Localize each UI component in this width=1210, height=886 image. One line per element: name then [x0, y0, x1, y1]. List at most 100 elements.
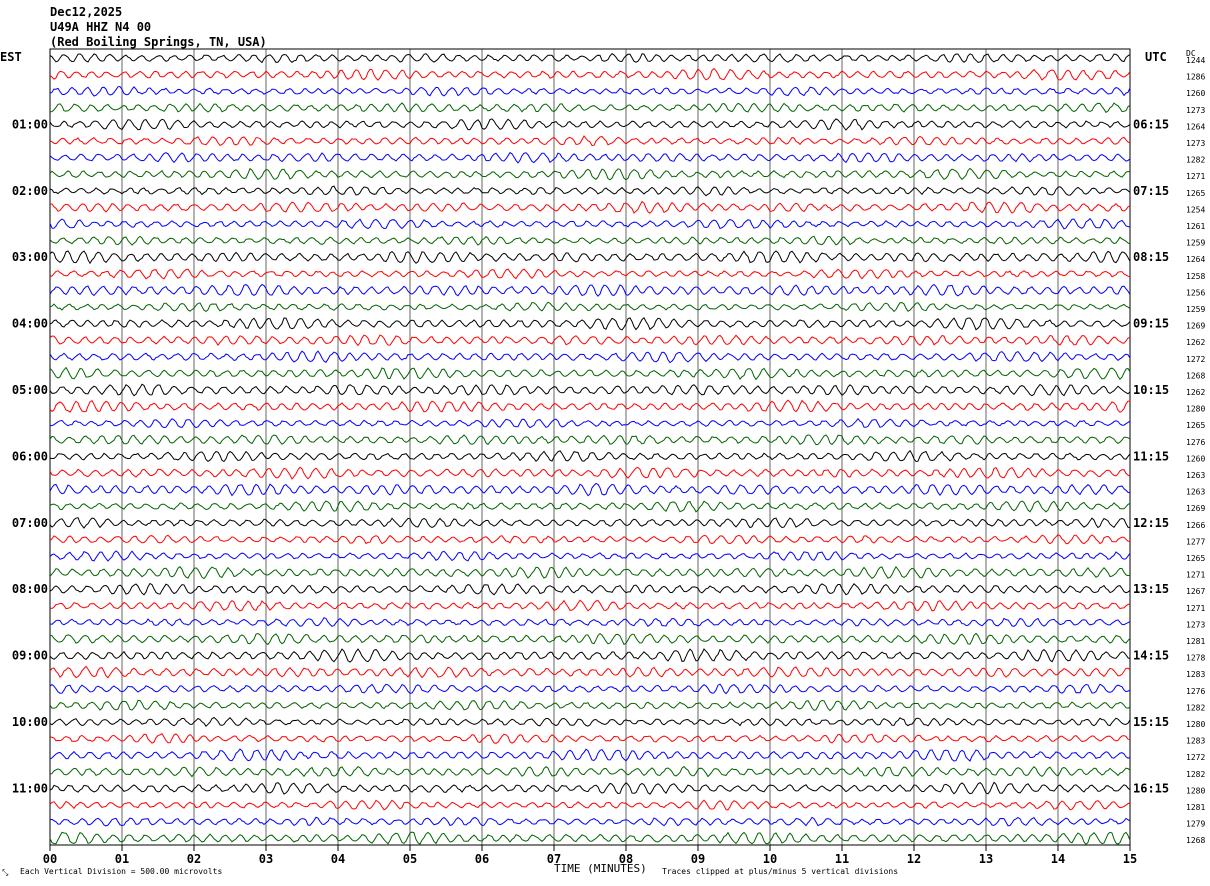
dc-offset-label: 1265 [1186, 554, 1205, 563]
utc-hour-label: 14:15 [1133, 649, 1169, 663]
dc-offset-label: 1276 [1186, 687, 1205, 696]
dc-offset-label: 1277 [1186, 537, 1205, 546]
dc-offset-label: 1267 [1186, 587, 1205, 596]
clip-note: Traces clipped at plus/minus 5 vertical … [662, 867, 899, 876]
trace-row [49, 118, 1131, 131]
x-tick-label: 13 [979, 852, 993, 866]
trace-row [49, 599, 1131, 612]
dc-offset-label: 1279 [1186, 820, 1205, 829]
utc-hour-label: 13:15 [1133, 582, 1169, 596]
dc-offset-label: 1273 [1186, 139, 1205, 148]
dc-offset-label: 1273 [1186, 106, 1205, 115]
trace-row [49, 716, 1131, 727]
est-hour-label: 11:00 [12, 781, 48, 795]
utc-hour-label: 09:15 [1133, 317, 1169, 331]
trace-row [49, 799, 1131, 811]
trace-row [49, 135, 1131, 147]
trace-row [49, 550, 1131, 562]
dc-offset-label: 1280 [1186, 720, 1205, 729]
dc-offset-label: 1244 [1186, 56, 1205, 65]
trace-row [49, 500, 1131, 513]
dc-offset-label: 1259 [1186, 239, 1205, 248]
x-tick-label: 00 [43, 852, 57, 866]
dc-offset-label: 1256 [1186, 288, 1205, 297]
trace-row [49, 565, 1131, 580]
x-tick-label: 10 [763, 852, 777, 866]
plot-date: Dec12,2025 [50, 5, 123, 19]
scale-mark-icon: ⤡ [2, 868, 9, 877]
trace-row [49, 632, 1131, 646]
dc-offset-label: 1260 [1186, 454, 1205, 463]
dc-offset-label: 1281 [1186, 803, 1205, 812]
dc-offset-label: 1265 [1186, 421, 1205, 430]
x-tick-label: 15 [1123, 852, 1137, 866]
trace-row [49, 167, 1131, 181]
utc-hour-label: 15:15 [1133, 715, 1169, 729]
x-tick-label: 08 [619, 852, 633, 866]
dc-offset-label: 1262 [1186, 388, 1205, 397]
trace-row [49, 317, 1131, 331]
plot-frame [49, 48, 1131, 846]
dc-offset-label: 1266 [1186, 521, 1205, 530]
trace-row [49, 85, 1131, 97]
trace-row [49, 831, 1131, 846]
est-hour-label: 10:00 [12, 715, 48, 729]
trace-row [49, 648, 1131, 663]
dc-offset-label: 1269 [1186, 322, 1205, 331]
scale-note: Each Vertical Division = 500.00 microvol… [20, 867, 223, 876]
x-tick-label: 06 [475, 852, 489, 866]
dc-offset-label: 1264 [1186, 255, 1205, 264]
dc-axis-label: DC [1186, 49, 1196, 58]
trace-row [49, 665, 1131, 679]
dc-offset-label: 1271 [1186, 604, 1205, 613]
dc-offset-label: 1261 [1186, 222, 1205, 231]
trace-row [49, 683, 1131, 695]
dc-offset-label: 1273 [1186, 620, 1205, 629]
utc-hour-label: 12:15 [1133, 516, 1169, 530]
dc-offset-label: 1282 [1186, 770, 1205, 779]
trace-row [49, 151, 1131, 164]
trace-row [49, 449, 1131, 463]
est-hour-label: 06:00 [12, 449, 48, 463]
dc-offset-label: 1272 [1186, 753, 1205, 762]
dc-offset-label: 1280 [1186, 405, 1205, 414]
dc-offset-label: 1260 [1186, 89, 1205, 98]
est-hour-label: 05:00 [12, 383, 48, 397]
dc-offset-label: 1283 [1186, 670, 1205, 679]
trace-row [49, 67, 1131, 81]
dc-offset-label: 1280 [1186, 786, 1205, 795]
dc-offset-label: 1282 [1186, 156, 1205, 165]
trace-row [49, 366, 1131, 381]
trace-row [49, 816, 1131, 827]
dc-offset-label: 1271 [1186, 571, 1205, 580]
trace-row [49, 617, 1131, 628]
est-hour-label: 01:00 [12, 117, 48, 131]
dc-offset-label: 1271 [1186, 172, 1205, 181]
dc-offset-label: 1262 [1186, 338, 1205, 347]
trace-row [49, 102, 1131, 114]
dc-offset-label: 1268 [1186, 836, 1205, 845]
dc-offset-label: 1283 [1186, 737, 1205, 746]
est-hour-label: 04:00 [12, 317, 48, 331]
est-hour-label: 08:00 [12, 582, 48, 596]
dc-offset-label: 1269 [1186, 504, 1205, 513]
dc-offset-label: 1263 [1186, 488, 1205, 497]
trace-row [49, 699, 1131, 712]
utc-hour-label: 11:15 [1133, 449, 1169, 463]
dc-offset-label: 1278 [1186, 654, 1205, 663]
x-tick-label: 05 [403, 852, 417, 866]
x-tick-label: 07 [547, 852, 561, 866]
est-hour-label: 03:00 [12, 250, 48, 264]
trace-row [49, 434, 1131, 446]
trace-row [49, 53, 1131, 64]
est-hour-label: 07:00 [12, 516, 48, 530]
trace-row [49, 334, 1131, 347]
utc-hour-label: 06:15 [1133, 117, 1169, 131]
x-axis-title: TIME (MINUTES) [554, 862, 647, 875]
trace-row [50, 417, 1131, 429]
dc-offset-label: 1268 [1186, 371, 1205, 380]
dc-offset-label: 1254 [1186, 205, 1205, 214]
trace-row [49, 301, 1131, 313]
dc-offset-label: 1272 [1186, 355, 1205, 364]
